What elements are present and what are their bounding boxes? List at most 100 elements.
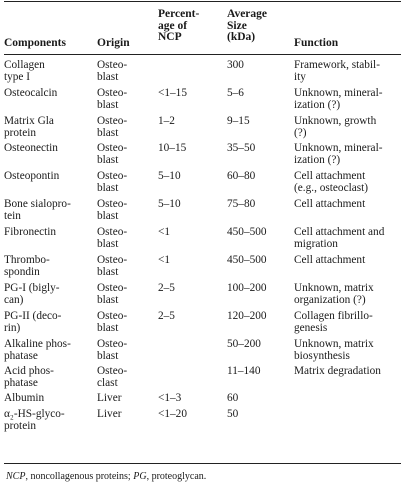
cell-line: Fibronectin: [4, 226, 57, 238]
cell-line: genesis: [294, 321, 328, 334]
cell-percentage: 1–2: [158, 115, 175, 128]
cell-line: Osteo-: [97, 282, 128, 294]
cell-component: Collagen type I: [4, 59, 45, 83]
cell-component: Osteocalcin: [4, 87, 57, 100]
cell-line: Osteopontin: [4, 170, 60, 182]
table-bottom-rule: [4, 463, 401, 464]
cell-component: PG-I (bigly-can): [4, 282, 60, 306]
footnote-text-pg: , proteoglycan.: [146, 471, 207, 482]
cell-line: blast: [97, 349, 119, 362]
cell-line: <1–15: [158, 87, 187, 99]
cell-line: <1–3: [158, 392, 182, 404]
cell-line: α₂-HS-glyco-: [4, 408, 65, 420]
cell-line: protein: [4, 126, 36, 139]
cell-line: Acid phos-: [4, 365, 54, 377]
cell-line: 100–200: [227, 282, 267, 294]
cell-line: Liver: [97, 392, 122, 404]
cell-line: blast: [97, 126, 119, 139]
cell-size: 120–200: [227, 310, 267, 323]
cell-line: can): [4, 293, 24, 306]
footnote-abbr-pg: PG: [133, 471, 147, 482]
cell-size: 9–15: [227, 115, 250, 128]
cell-line: Osteo-: [97, 198, 128, 210]
cell-function: Collagen fibrillo-genesis: [294, 310, 373, 334]
table-footnote: NCP, noncollagenous proteins; PG, proteo…: [6, 471, 206, 483]
cell-component: Osteonectin: [4, 142, 58, 155]
cell-percentage: 2–5: [158, 310, 175, 323]
cell-line: 2–5: [158, 310, 175, 322]
cell-percentage: 5–10: [158, 198, 181, 211]
cell-component: Albumin: [4, 392, 44, 405]
cell-line: 120–200: [227, 310, 267, 322]
cell-component: Matrix Gla protein: [4, 115, 54, 139]
header-line: Origin: [97, 37, 130, 49]
header-components: Components: [4, 37, 66, 50]
cell-origin: Osteo-blast: [97, 115, 127, 139]
cell-line: Osteo-: [97, 338, 128, 350]
cell-line: Osteo-: [97, 254, 128, 266]
cell-line: ity: [294, 70, 306, 83]
cell-line: blast: [97, 209, 119, 222]
cell-line: type I: [4, 70, 31, 83]
cell-line: (e.g., osteoclast): [294, 181, 369, 194]
cell-function: Unknown, growth (?): [294, 115, 377, 139]
cell-line: phatase: [4, 349, 38, 362]
cell-line: Osteo-: [97, 365, 128, 377]
cell-line: phatase: [4, 376, 38, 389]
cell-origin: Osteo-clast: [97, 365, 128, 389]
cell-line: 5–10: [158, 198, 181, 210]
cell-percentage: <1–15: [158, 87, 187, 100]
cell-origin: Osteo-blast: [97, 87, 128, 111]
cell-line: Cell attachment: [294, 254, 366, 266]
cell-line: 9–15: [227, 115, 250, 127]
cell-line: Bone sialopro-: [4, 198, 71, 210]
cell-origin: Osteo-blast: [97, 254, 128, 278]
cell-line: Osteo-: [97, 226, 128, 238]
cell-line: <1: [158, 254, 171, 266]
cell-component: Osteopontin: [4, 170, 60, 183]
cell-line: 60–80: [227, 170, 256, 182]
cell-line: <1–20: [158, 408, 187, 420]
cell-line: Thrombo-: [4, 254, 50, 266]
cell-line: ization (?): [294, 153, 341, 166]
cell-size: 100–200: [227, 282, 267, 295]
footnote-abbr-ncp: NCP: [6, 471, 26, 482]
cell-size: 11–140: [227, 365, 260, 378]
header-line: (kDa): [227, 31, 256, 43]
cell-function: Unknown, mineral-ization (?): [294, 142, 382, 166]
cell-line: 50–200: [227, 338, 261, 350]
cell-line: Unknown, matrix: [294, 338, 374, 350]
cell-line: blast: [97, 293, 119, 306]
cell-size: 300: [227, 59, 244, 72]
cell-line: (?): [294, 126, 307, 139]
cell-line: PG-II (deco-: [4, 310, 62, 322]
cell-function: Cell attachment (e.g., osteoclast): [294, 170, 369, 194]
cell-line: 450–500: [227, 254, 267, 266]
cell-percentage: <1: [158, 226, 170, 239]
cell-line: tein: [4, 209, 21, 222]
cell-line: clast: [97, 376, 118, 389]
cell-line: spondin: [4, 265, 40, 278]
header-line: Size: [227, 19, 247, 32]
cell-size: 75–80: [227, 198, 255, 211]
cell-line: Osteo-: [97, 59, 128, 71]
cell-function: Unknown, matrix organization (?): [294, 282, 374, 306]
header-line: NCP: [158, 31, 182, 43]
cell-size: 50: [227, 408, 239, 421]
cell-line: 300: [227, 59, 244, 71]
cell-origin: Osteo-blast: [97, 282, 128, 306]
cell-origin: Osteo-blast: [97, 198, 128, 222]
cell-line: Osteo-: [97, 170, 128, 182]
cell-function: Unknown, mineral-ization (?): [294, 87, 382, 111]
cell-size: 60: [227, 392, 238, 405]
footnote-text-ncp: , noncollagenous proteins;: [25, 471, 134, 482]
cell-component: Fibronectin: [4, 226, 57, 239]
cell-line: Osteo-: [97, 87, 128, 99]
cell-line: 1–2: [158, 115, 175, 127]
cell-function: Framework, stabil-ity: [294, 59, 380, 83]
cell-percentage: <1: [158, 254, 171, 267]
cell-line: Unknown, growth: [294, 115, 377, 127]
cell-line: 50: [227, 408, 239, 420]
cell-line: blast: [97, 321, 119, 334]
cell-percentage: <1–3: [158, 392, 182, 405]
